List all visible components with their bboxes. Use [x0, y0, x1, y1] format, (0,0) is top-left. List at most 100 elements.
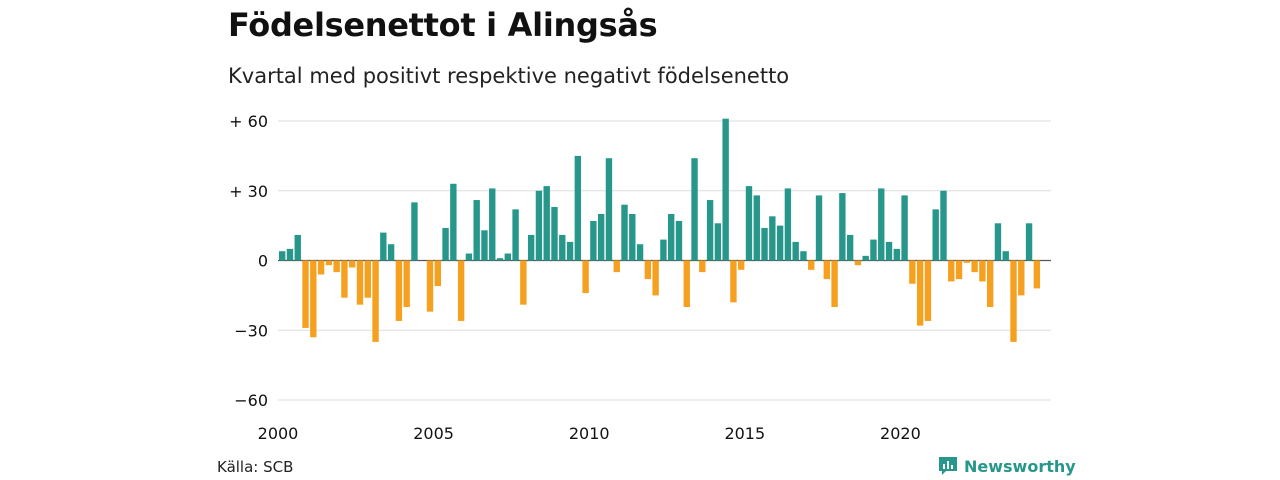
bar-negative [457, 260, 465, 321]
bar-negative [613, 260, 620, 273]
bar-negative [426, 260, 434, 312]
bar-positive [489, 188, 496, 261]
source-label: Källa: SCB [217, 458, 294, 476]
bar-positive [994, 223, 1002, 261]
bar-negative [948, 260, 955, 282]
bar-positive [535, 190, 543, 261]
bar-positive [294, 234, 301, 261]
bar-negative [325, 260, 333, 266]
bar-positive [512, 209, 519, 261]
bar-negative [317, 260, 325, 275]
bar-negative [916, 260, 924, 326]
bar-positive [784, 188, 792, 261]
bar-positive [675, 220, 683, 261]
bar-positive [279, 251, 286, 261]
bar-negative [738, 260, 745, 270]
bar-positive [714, 223, 722, 261]
bar-positive [839, 193, 846, 261]
bar-positive [590, 220, 597, 261]
bar-negative [730, 260, 737, 303]
bar-positive [411, 202, 418, 261]
brand-logo: Newsworthy [938, 456, 1076, 476]
y-tick-label: + 30 [229, 182, 268, 201]
bar-negative [699, 260, 706, 273]
bar-negative [924, 260, 932, 321]
bar-positive [753, 195, 760, 261]
bar-positive [776, 225, 784, 261]
bar-positive [566, 241, 574, 261]
bar-positive [893, 248, 900, 261]
bar-negative [979, 260, 986, 282]
bar-negative [333, 260, 340, 273]
bar-negative [909, 260, 916, 284]
bar-negative [341, 260, 348, 298]
bar-positive [496, 258, 504, 261]
bar-positive [870, 239, 877, 261]
chart-title: Födelsenettot i Alingsås [228, 6, 658, 44]
bar-negative [582, 260, 589, 294]
bar-negative [823, 260, 830, 280]
bar-positive [504, 253, 511, 261]
bar-negative [403, 260, 410, 307]
bar-positive [597, 214, 605, 261]
bar-negative [349, 260, 356, 268]
x-tick-label: 2020 [880, 424, 921, 443]
bar-positive [862, 255, 869, 261]
bar-positive [815, 195, 823, 261]
chart-subtitle: Kvartal med positivt respektive negativt… [228, 64, 790, 88]
bar-negative [986, 260, 994, 307]
x-tick-label: 2000 [258, 424, 299, 443]
bar-negative [1018, 260, 1025, 296]
bar-positive [1002, 251, 1009, 261]
bar-positive [691, 158, 698, 261]
bar-positive [745, 186, 753, 261]
bar-negative [831, 260, 838, 307]
bar-positive [543, 186, 550, 261]
bar-positive [800, 251, 807, 261]
bar-positive [668, 214, 675, 261]
bar-positive [706, 200, 714, 261]
brand-name: Newsworthy [964, 456, 1076, 476]
x-tick-label: 2005 [413, 424, 454, 443]
bar-positive [442, 227, 449, 261]
y-axis: + 60 + 30 0 −30 −60 [229, 112, 268, 410]
bar-positive [286, 248, 294, 261]
bar-negative [955, 260, 963, 280]
bar-positive [878, 188, 885, 261]
bar-negative [372, 260, 379, 342]
x-tick-label: 2010 [569, 424, 610, 443]
y-tick-label: + 60 [229, 112, 268, 131]
bar-positive [481, 230, 488, 261]
bar-positive [450, 183, 457, 261]
bar-negative [356, 260, 364, 305]
bar-negative [434, 260, 441, 287]
bar-positive [473, 200, 480, 261]
bar-negative [854, 260, 862, 266]
newsworthy-icon [939, 457, 957, 475]
bar-negative [644, 260, 652, 280]
bar-negative [520, 260, 527, 305]
bar-negative [963, 260, 971, 263]
bar-positive [559, 234, 566, 261]
bars [279, 118, 1041, 342]
bar-positive [574, 155, 582, 261]
y-tick-label: −30 [234, 321, 268, 340]
x-tick-label: 2015 [724, 424, 765, 443]
bar-negative [310, 260, 317, 338]
bar-positive [932, 209, 939, 261]
bar-negative [808, 260, 815, 270]
bar-positive [722, 118, 729, 261]
bar-positive [846, 234, 854, 261]
bar-positive [660, 239, 667, 261]
bar-positive [527, 234, 535, 261]
bar-positive [885, 241, 893, 261]
bar-negative [683, 260, 690, 307]
bar-positive [792, 241, 799, 261]
bar-chart: + 60 + 30 0 −30 −60 2000 2005 2010 2015 2020 [229, 112, 1051, 443]
y-tick-label: 0 [258, 252, 268, 271]
bar-positive [769, 216, 776, 261]
bar-positive [465, 253, 473, 261]
bar-positive [940, 190, 947, 261]
bar-negative [1010, 260, 1017, 342]
bar-positive [1025, 223, 1033, 261]
